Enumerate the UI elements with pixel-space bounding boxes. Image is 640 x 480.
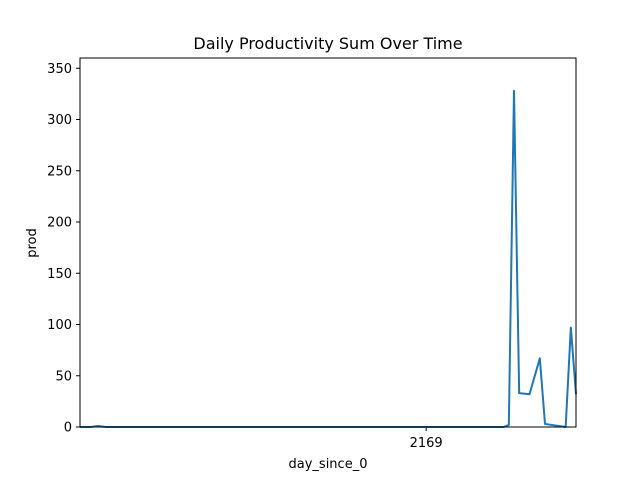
y-tick-label: 0 <box>64 421 72 436</box>
axes-frame <box>79 57 577 428</box>
y-tick-label: 150 <box>47 267 72 282</box>
x-axis-label: day_since_0 <box>289 457 368 472</box>
y-axis-label: prod <box>25 228 40 258</box>
y-tick-label: 300 <box>47 113 72 128</box>
chart-title: Daily Productivity Sum Over Time <box>193 34 462 53</box>
y-tick-label: 250 <box>47 164 72 179</box>
y-tick-label: 350 <box>47 62 72 77</box>
y-tick-label: 50 <box>55 369 72 384</box>
y-tick-label: 200 <box>47 216 72 231</box>
y-tick-label: 100 <box>47 318 72 333</box>
x-tick-label: 2169 <box>410 436 443 451</box>
y-axis-ticks: 0 50 100 150 200 250 300 350 <box>47 62 80 436</box>
